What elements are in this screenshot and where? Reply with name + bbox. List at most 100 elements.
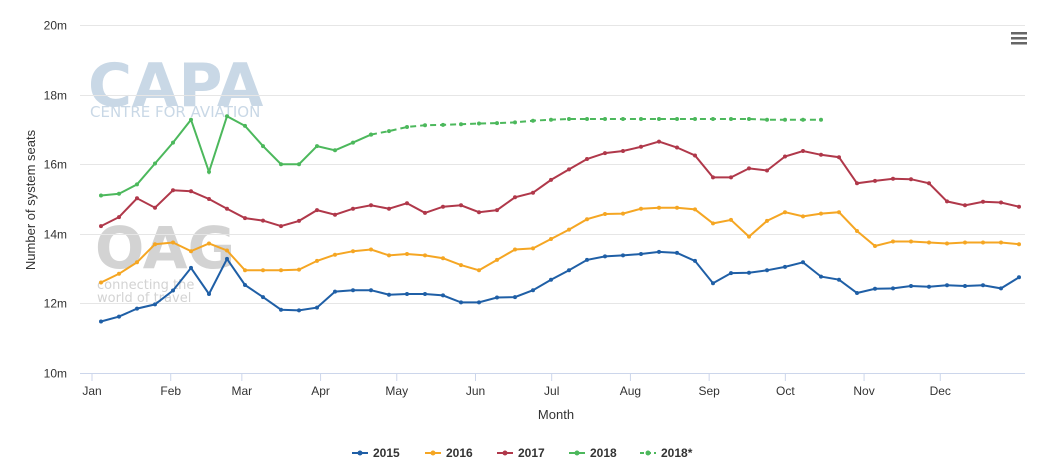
legend-item-2016[interactable]: 2016: [425, 446, 473, 460]
data-point: [117, 271, 121, 276]
data-point: [567, 268, 571, 273]
series-layer: [99, 114, 1021, 324]
data-point: [927, 181, 931, 186]
data-point: [657, 249, 661, 254]
data-point: [765, 218, 769, 223]
x-tick-label: Jul: [544, 384, 559, 398]
legend-item-2018[interactable]: 2018: [569, 446, 617, 460]
x-tick-label: Nov: [853, 384, 874, 398]
data-point: [243, 283, 247, 287]
legend: 2015 2016 2017 2018 2018*: [352, 446, 693, 460]
x-tick-label: Apr: [311, 384, 330, 398]
data-point: [279, 224, 283, 229]
data-point: [207, 241, 211, 246]
series-line: [370, 118, 821, 136]
data-point: [603, 254, 607, 259]
data-point: [261, 295, 265, 300]
data-point: [837, 210, 841, 215]
data-point: [729, 271, 733, 276]
data-point: [387, 292, 391, 297]
data-point: [747, 117, 751, 121]
data-point: [675, 117, 679, 121]
data-point: [351, 249, 355, 254]
data-point: [387, 129, 391, 134]
data-point: [171, 288, 175, 293]
legend-item-2017[interactable]: 2017: [497, 446, 545, 460]
data-point: [387, 206, 391, 211]
x-tick-label: May: [385, 384, 408, 398]
data-point: [1017, 275, 1021, 280]
legend-item-2018-projected[interactable]: 2018*: [640, 446, 693, 460]
data-point: [369, 288, 373, 293]
data-point: [531, 118, 535, 123]
data-point: [783, 210, 787, 215]
data-point: [369, 203, 373, 208]
data-point: [315, 305, 319, 310]
series-line: [100, 250, 1020, 323]
data-point: [549, 177, 553, 182]
data-point: [783, 154, 787, 159]
data-point: [189, 189, 193, 194]
data-point: [333, 289, 337, 294]
data-point: [171, 140, 175, 145]
legend-marker: [574, 450, 580, 456]
y-axis-ticks: 10m 12m 14m 16m 18m 20m: [44, 19, 67, 381]
data-point: [351, 140, 355, 145]
data-point: [189, 117, 193, 122]
data-point: [513, 295, 517, 300]
data-point: [333, 252, 337, 257]
data-point: [441, 293, 445, 298]
data-point: [711, 221, 715, 226]
data-point: [171, 240, 175, 245]
data-point: [117, 314, 121, 319]
data-point: [693, 207, 697, 212]
data-point: [99, 193, 103, 198]
data-point: [585, 257, 589, 262]
hamburger-menu-icon[interactable]: [1004, 24, 1032, 50]
data-point: [153, 161, 157, 166]
data-point: [189, 265, 193, 270]
data-point: [423, 210, 427, 215]
data-point: [513, 195, 517, 200]
data-point: [819, 152, 823, 157]
data-point: [243, 123, 247, 128]
legend-marker: [357, 450, 363, 456]
legend-marker: [430, 450, 436, 456]
data-point: [945, 199, 949, 204]
data-point: [495, 295, 499, 300]
data-point: [189, 249, 193, 254]
data-point: [819, 274, 823, 279]
data-point: [549, 117, 553, 122]
data-point: [927, 240, 931, 245]
data-point: [999, 200, 1003, 205]
data-point: [243, 216, 247, 221]
data-point: [639, 206, 643, 211]
data-point: [603, 212, 607, 216]
x-tick-label: Aug: [620, 384, 641, 398]
data-point: [171, 188, 175, 193]
data-point: [585, 217, 589, 222]
data-point: [99, 224, 103, 229]
capa-logo-text: CAPA: [88, 51, 264, 121]
data-point: [207, 197, 211, 201]
data-point: [225, 206, 229, 211]
data-point: [477, 210, 481, 215]
data-point: [315, 258, 319, 263]
data-point: [315, 144, 319, 149]
y-tick-label: 14m: [44, 228, 67, 242]
data-point: [621, 211, 625, 216]
data-point: [693, 258, 697, 263]
data-point: [153, 302, 157, 307]
data-point: [801, 260, 805, 265]
data-point: [585, 117, 589, 121]
legend-item-2015[interactable]: 2015: [352, 446, 400, 460]
data-point: [711, 117, 715, 121]
data-point: [207, 169, 211, 174]
data-point: [801, 149, 805, 153]
data-point: [855, 291, 859, 295]
data-point: [243, 268, 247, 273]
data-point: [387, 253, 391, 258]
data-point: [603, 151, 607, 156]
legend-label: 2015: [373, 446, 400, 460]
data-point: [981, 283, 985, 288]
